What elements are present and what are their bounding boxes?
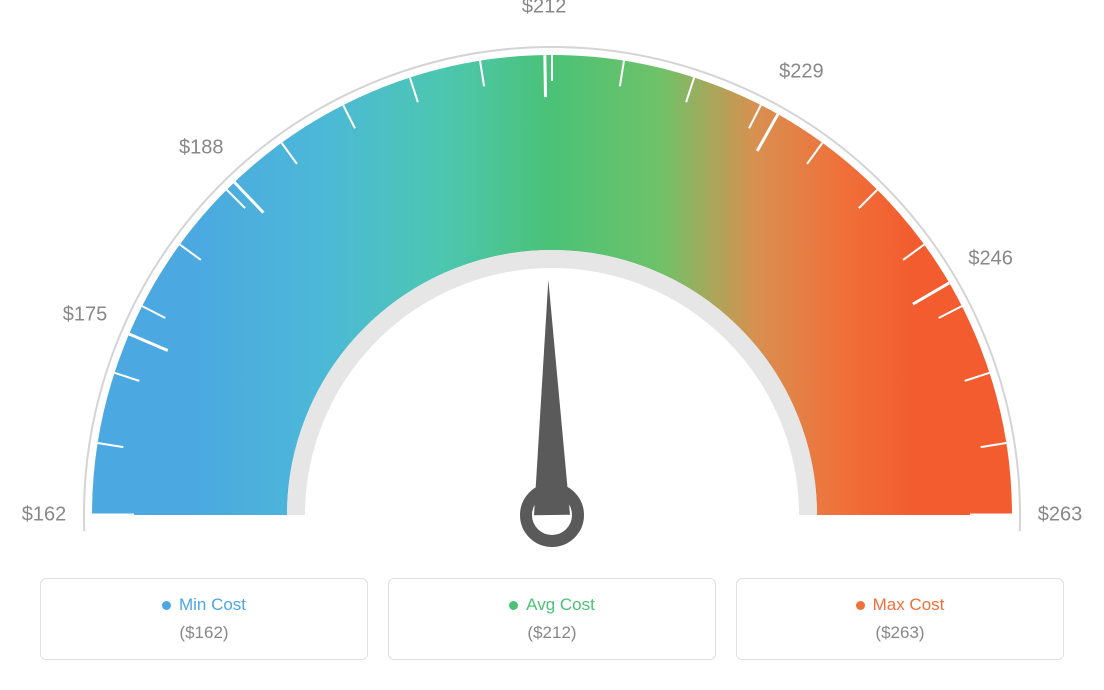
legend-card-avg: Avg Cost ($212) [388,578,716,660]
gauge-tick-label: $229 [779,61,824,84]
gauge-tick-label: $246 [968,247,1013,270]
gauge-tick-label: $263 [1038,504,1083,527]
legend-label-min: Min Cost [179,595,246,615]
gauge-tick-label: $188 [179,136,224,159]
gauge-tick-label: $162 [22,504,67,527]
legend-value-max: ($263) [875,623,924,643]
gauge-tick-label: $212 [522,0,567,19]
gauge-chart: $162 $175 $188 $212 $229 $246 $263 [0,0,1104,550]
legend-card-min: Min Cost ($162) [40,578,368,660]
legend-title-min: Min Cost [162,595,246,615]
legend-row: Min Cost ($162) Avg Cost ($212) Max Cost… [40,578,1064,660]
legend-label-avg: Avg Cost [526,595,595,615]
legend-value-avg: ($212) [527,623,576,643]
cost-gauge-container: $162 $175 $188 $212 $229 $246 $263 Min Cost ($… [0,0,1104,690]
legend-label-max: Max Cost [873,595,945,615]
legend-title-avg: Avg Cost [509,595,595,615]
legend-dot-min [162,601,171,610]
legend-value-min: ($162) [179,623,228,643]
legend-dot-max [856,601,865,610]
gauge-svg [0,0,1104,560]
legend-dot-avg [509,601,518,610]
gauge-tick-label: $175 [63,304,108,327]
legend-title-max: Max Cost [856,595,945,615]
legend-card-max: Max Cost ($263) [736,578,1064,660]
